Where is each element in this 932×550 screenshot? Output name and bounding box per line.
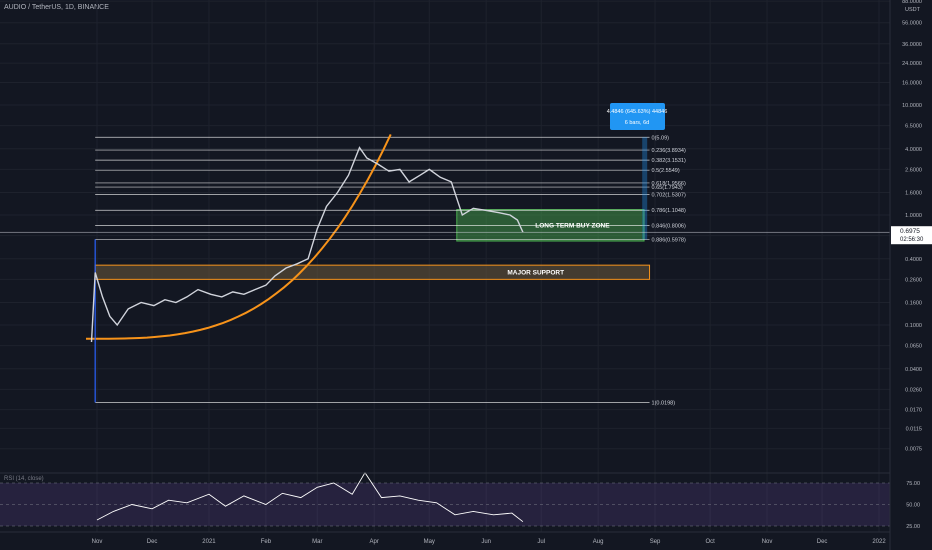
price-tick-label: 0.0400	[905, 367, 922, 373]
price-tick-label: 0.0075	[905, 447, 922, 453]
time-tick-label: Aug	[593, 539, 604, 545]
time-tick-label: Feb	[261, 539, 272, 545]
price-line	[90, 146, 524, 343]
price-tick-label: 6.5000	[905, 124, 922, 130]
fib-level-label: 0.846(0.8006)	[652, 224, 686, 230]
rsi-panel: 75.00 50.00 25.00	[0, 471, 920, 530]
last-price-tag: 0.6975 02:56:30	[891, 226, 932, 245]
time-tick-label: Apr	[370, 539, 379, 545]
price-tick-label: 2.6000	[905, 167, 922, 173]
fib-level-label: 0.886(0.5978)	[652, 238, 686, 244]
symbol-title: AUDIO / TetherUS, 1D, BINANCE	[4, 4, 109, 11]
parabolic-curve	[86, 133, 392, 340]
price-tick-label: 0.4000	[905, 257, 922, 263]
fib-level-label: 0.786(1.1048)	[652, 208, 686, 214]
time-tick-label: Sep	[650, 539, 661, 545]
last-price-countdown: 02:56:30	[900, 237, 924, 243]
time-tick-label: Dec	[147, 539, 158, 545]
price-tick-label: 0.1000	[905, 323, 922, 329]
fib-level-label: 0.236(3.8934)	[652, 148, 686, 154]
fib-level-label: 0.65(1.7943)	[652, 185, 683, 191]
price-tick-label: 10.0000	[902, 103, 922, 109]
time-axis: Nov Dec 2021 Feb Mar Apr May Jun Jul Aug Sep Oct Nov…	[92, 539, 887, 545]
time-tick-label: Jul	[537, 539, 545, 545]
price-tick-label: 0.1600	[905, 301, 922, 307]
fib-level-label: 0.382(3.1531)	[652, 158, 686, 164]
time-tick-label: Mar	[312, 539, 322, 545]
support-zone-box	[94, 264, 651, 280]
tooltip-line1: 4.4846 (645.63%) 44846	[607, 109, 668, 115]
time-tick-label: Oct	[705, 539, 715, 545]
price-tick-label: 0.0170	[905, 408, 922, 414]
fib-level-label: 0.702(1.5307)	[652, 193, 686, 199]
price-tick-label: 24.0000	[902, 61, 922, 67]
time-tick-label: Nov	[92, 539, 103, 545]
price-tick-label: 4.0000	[905, 147, 922, 153]
axis-unit: USDT	[905, 7, 921, 13]
rsi-label: RSI (14, close)	[4, 476, 44, 482]
price-tick-label: 56.0000	[902, 21, 922, 27]
measure-tooltip: 4.4846 (645.63%) 44846 6 bars, 6d	[607, 103, 668, 130]
price-tick-label: 0.0115	[906, 426, 922, 432]
time-tick-label: 2022	[872, 539, 886, 545]
price-tick-label: 0.0260	[905, 387, 922, 393]
time-tick-label: Dec	[817, 539, 828, 545]
time-tick-label: Nov	[762, 539, 773, 545]
price-tick-label: 0.0650	[905, 344, 922, 350]
support-zone-label: MAJOR SUPPORT	[507, 269, 564, 276]
fib-level-label: 0.5(2.5549)	[652, 168, 680, 174]
fib-level-label: 0(5.09)	[652, 135, 670, 141]
time-tick-label: Jun	[481, 539, 491, 545]
rsi-tick-label: 75.00	[906, 481, 920, 487]
last-price-value: 0.6975	[900, 228, 920, 235]
rsi-line	[96, 471, 524, 523]
price-tick-label: 88.0000	[902, 0, 922, 5]
price-tick-label: 36.0000	[902, 42, 922, 48]
fib-level-label: 0.618(1.9566)	[652, 181, 686, 187]
price-tick-label: 0.2600	[905, 277, 922, 283]
measure-bar	[642, 137, 648, 240]
rsi-tick-label: 50.00	[906, 503, 920, 509]
tooltip-line2: 6 bars, 6d	[625, 120, 649, 126]
rsi-tick-label: 25.00	[906, 524, 920, 530]
price-tick-label: 16.0000	[902, 81, 922, 87]
time-tick-label: May	[424, 539, 435, 545]
price-tick-label: 1.0000	[905, 213, 922, 219]
fib-level-label: 1(0.0198)	[652, 400, 676, 406]
time-tick-label: 2021	[202, 539, 216, 545]
price-tick-label: 1.6000	[905, 191, 922, 197]
